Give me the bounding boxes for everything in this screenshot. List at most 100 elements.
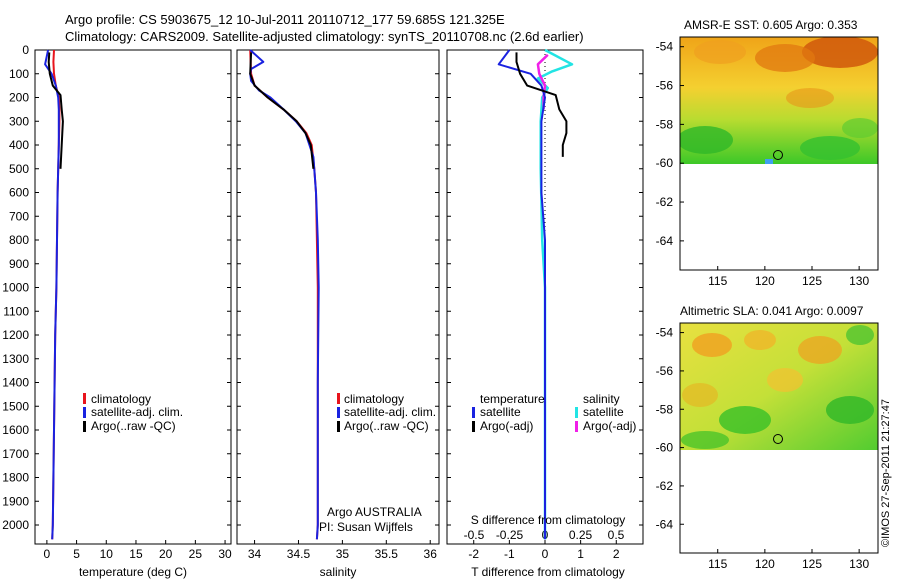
argo-float-marker (773, 150, 783, 160)
temperature-plot-frame (34, 49, 232, 545)
difference-bottom-label: T difference from climatology (471, 565, 625, 579)
x-tick-label: 36 (424, 547, 438, 561)
temperature-x-axis: 0 5 10 15 20 25 30 (44, 540, 232, 561)
x-tick-label: 34.5 (287, 547, 311, 561)
legend-label-satellite: satellite-adj. clim. (344, 405, 436, 419)
depth-tick-label: 1700 (2, 447, 29, 461)
depth-tick-label: 1600 (2, 423, 29, 437)
depth-tick-label: 400 (9, 138, 29, 152)
legend-salinity-title: salinity (583, 392, 620, 406)
map-lon-label: 120 (755, 274, 775, 288)
legend-label-sal-argo: Argo(-adj) (583, 419, 636, 433)
map-lon-label: 130 (849, 274, 869, 288)
depth-tick-label: 100 (9, 67, 29, 81)
depth-tick-label: 1000 (2, 281, 29, 295)
series-line-satellite-adj-clim- (44, 49, 60, 540)
x2-tick-label: -0.25 (496, 528, 524, 542)
legend-label-climatology: climatology (344, 392, 404, 406)
map-lat-label: -54 (656, 40, 674, 54)
map-lat-label: -58 (656, 117, 674, 131)
map-lon-label: 130 (849, 557, 869, 571)
x-tick-label: 15 (129, 547, 143, 561)
sla-map (679, 322, 879, 554)
legend-label-temp-argo: Argo(-adj) (480, 419, 533, 433)
sla-map-title: Altimetric SLA: 0.041 Argo: 0.0097 (680, 304, 864, 318)
depth-tick-label: 800 (9, 233, 29, 247)
depth-tick-label: 700 (9, 209, 29, 223)
x-tick-label: 10 (100, 547, 114, 561)
legend-label-argo: Argo(..raw -QC) (91, 419, 176, 433)
salinity-series (249, 49, 320, 540)
depth-tick-label: 1800 (2, 471, 29, 485)
legend-swatch-sal-argo (575, 421, 578, 432)
salinity-plot-frame (236, 49, 440, 545)
depth-tick-label: 200 (9, 91, 29, 105)
series-line-salinity-argo-adj- (536, 53, 549, 110)
map-lon-label: 125 (802, 274, 822, 288)
temperature-xlabel: temperature (deg C) (79, 565, 187, 579)
legend-swatch-argo (337, 421, 340, 432)
legend-swatch-satellite (83, 407, 86, 418)
difference-series (497, 48, 574, 540)
salinity-legend: climatology satellite-adj. clim. Argo(..… (337, 392, 436, 433)
salinity-x-axis: 34 34.5 35 35.5 36 (248, 540, 437, 561)
depth-tick-label: 1200 (2, 328, 29, 342)
x2-tick-label: 0.5 (608, 528, 625, 542)
map-lat-label: -54 (656, 326, 674, 340)
credit-text: ©IMOS 27-Sep-2011 21:27:47 (880, 399, 892, 547)
source-line2: PI: Susan Wijffels (319, 520, 413, 534)
depth-tick-label: 1300 (2, 352, 29, 366)
depth-tick-label: 500 (9, 162, 29, 176)
legend-label-climatology: climatology (91, 392, 151, 406)
map-lat-label: -60 (656, 441, 674, 455)
depth-axis: 0 100 200 300 400 500 600 700 800 900 1000 1100 1200… (2, 43, 643, 532)
map-lat-label: -56 (656, 364, 674, 378)
legend-swatch-temp-satellite (472, 407, 475, 418)
x2-tick-label: -0.5 (464, 528, 485, 542)
sla-map-axes: -54 -56 -58 -60 -62 -64 115 120 125 130 (656, 326, 870, 571)
legend-swatch-temp-argo (472, 421, 475, 432)
salinity-xlabel: salinity (320, 565, 357, 579)
series-line-satellite-adj-clim- (249, 49, 320, 540)
map-lat-label: -56 (656, 79, 674, 93)
sst-map-axes: -54 -56 -58 -60 -62 -64 115 120 125 130 (656, 40, 870, 288)
legend-swatch-climatology (337, 393, 340, 404)
x-tick-label: 5 (73, 547, 80, 561)
depth-tick-label: 0 (22, 43, 29, 57)
x2-tick-label: 0.25 (569, 528, 593, 542)
difference-legend: temperature salinity satellite Argo(-adj… (472, 392, 636, 433)
legend-temperature-title: temperature (480, 392, 545, 406)
map-lon-label: 125 (802, 557, 822, 571)
figure-title-line1: Argo profile: CS 5903675_12 10-Jul-2011 … (65, 12, 505, 27)
depth-tick-label: 1500 (2, 399, 29, 413)
x-tick-label: 20 (159, 547, 173, 561)
depth-tick-label: 300 (9, 114, 29, 128)
x-tick-label: -2 (468, 547, 479, 561)
depth-tick-label: 1400 (2, 376, 29, 390)
legend-swatch-argo (83, 421, 86, 432)
map-lat-label: -58 (656, 402, 674, 416)
x-tick-label: 30 (218, 547, 232, 561)
series-line-argo-raw-qc- (249, 52, 315, 169)
x-tick-label: 25 (189, 547, 203, 561)
legend-label-sal-satellite: satellite (583, 405, 624, 419)
legend-swatch-satellite (337, 407, 340, 418)
map-lon-label: 115 (708, 274, 727, 288)
series-line-temperature-argo-adj- (515, 52, 568, 157)
x-tick-label: -1 (504, 547, 515, 561)
figure-title-line2: Climatology: CARS2009. Satellite-adjuste… (65, 29, 584, 44)
map-lon-label: 115 (708, 557, 727, 571)
temperature-series (44, 49, 64, 540)
x-tick-label: 0 (542, 547, 549, 561)
x-tick-label: 35.5 (375, 547, 399, 561)
depth-tick-label: 900 (9, 257, 29, 271)
depth-tick-label: 2000 (2, 518, 29, 532)
legend-label-satellite: satellite-adj. clim. (91, 405, 183, 419)
temperature-legend: climatology satellite-adj. clim. Argo(..… (83, 392, 183, 433)
series-line-temperature-satellite (497, 49, 546, 540)
series-line-climatology (249, 49, 319, 540)
x-tick-label: 34 (248, 547, 262, 561)
sst-map-frame (679, 36, 879, 271)
legend-swatch-climatology (83, 393, 86, 404)
